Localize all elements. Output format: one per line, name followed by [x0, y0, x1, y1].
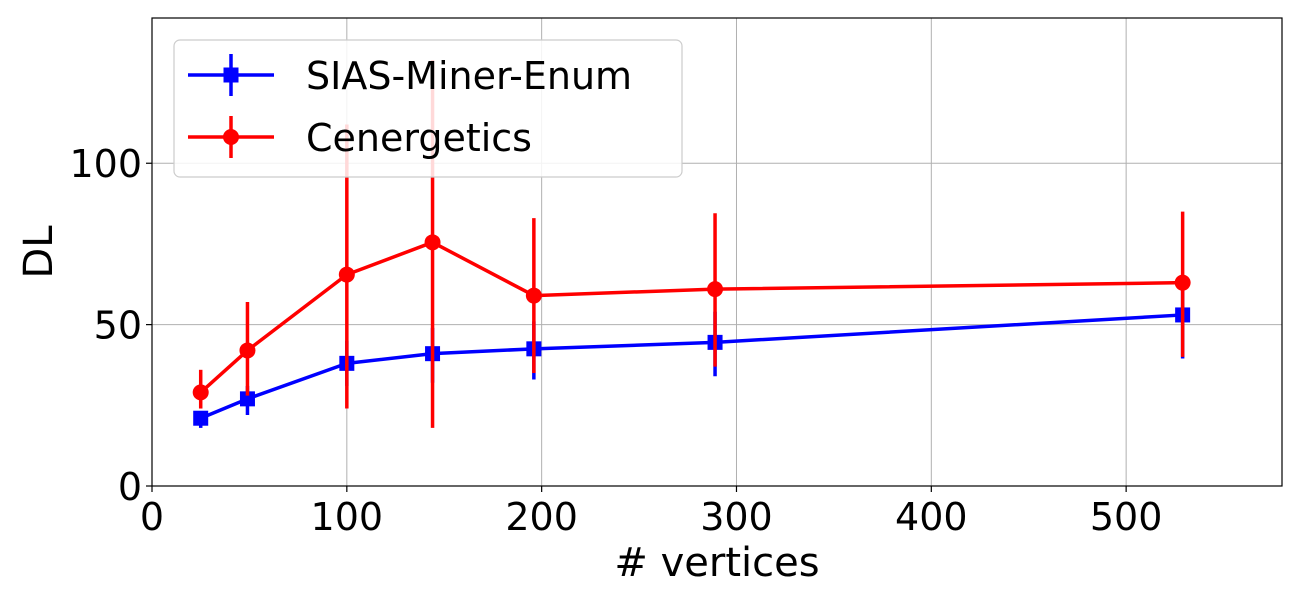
- data-point: [1174, 274, 1191, 291]
- legend-marker: [223, 129, 239, 145]
- legend-item: SIAS-Miner-Enum: [188, 54, 632, 98]
- y-tick-label: 50: [94, 304, 142, 348]
- data-point: [193, 410, 209, 426]
- data-point: [707, 281, 724, 298]
- data-point: [239, 391, 255, 407]
- x-tick-label: 400: [895, 495, 968, 539]
- series-layer: [192, 59, 1191, 428]
- data-point: [239, 342, 256, 359]
- data-point: [192, 384, 209, 401]
- x-tick-label: 200: [505, 495, 578, 539]
- x-tick-label: 0: [140, 495, 164, 539]
- series-sias-miner-enum: [193, 276, 1191, 428]
- legend-item: Cenergetics: [188, 116, 532, 160]
- legend-label: Cenergetics: [306, 116, 532, 160]
- y-tick-label: 0: [118, 465, 142, 509]
- data-point: [424, 234, 441, 251]
- data-point: [525, 287, 542, 304]
- ticks: 0 100 200 300 400 500 0 50 100: [69, 142, 1162, 539]
- legend-box: [173, 39, 683, 178]
- x-tick-label: 500: [1090, 495, 1163, 539]
- data-point: [338, 266, 355, 283]
- x-tick-label: 100: [311, 495, 384, 539]
- y-axis-label: DL: [16, 225, 62, 279]
- x-axis-label: # vertices: [614, 540, 819, 586]
- legend-marker: [223, 67, 239, 83]
- y-tick-label: 100: [69, 142, 142, 186]
- x-tick-label: 300: [700, 495, 773, 539]
- plot-area-frame: [151, 17, 1283, 487]
- legend-label: SIAS-Miner-Enum: [306, 54, 632, 98]
- legend: SIAS-Miner-Enum Cenergetics: [173, 39, 683, 178]
